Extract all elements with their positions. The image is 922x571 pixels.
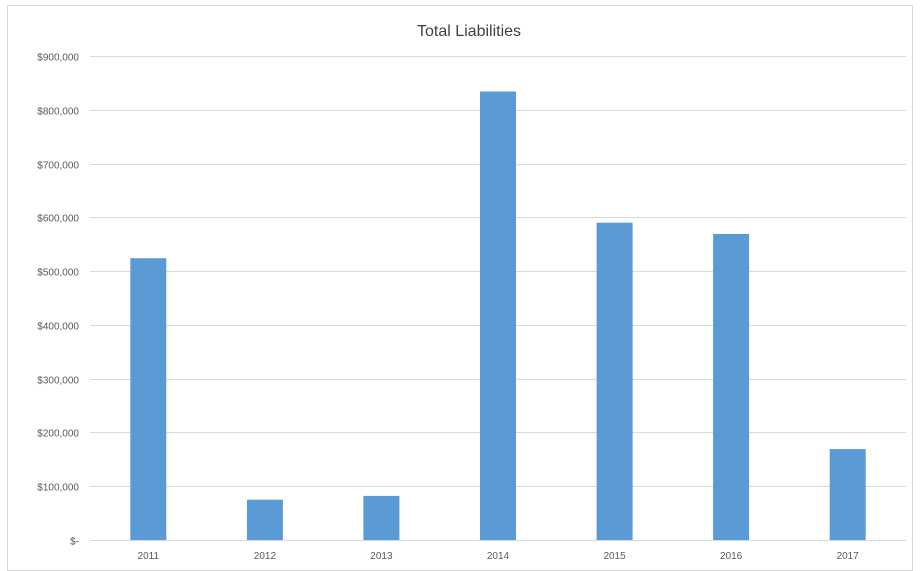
x-tick-label: 2015 xyxy=(603,551,626,562)
y-tick-label: $500,000 xyxy=(37,268,79,279)
chart-title: Total Liabilities xyxy=(417,23,521,40)
bar-2017 xyxy=(829,449,866,540)
x-tick-label: 2012 xyxy=(254,551,277,562)
y-axis-tick-labels: $- $100,000 $200,000 $300,000 $400,000 $500,0… xyxy=(37,53,79,548)
bar-2016 xyxy=(713,234,750,540)
x-tick-label: 2013 xyxy=(370,551,393,562)
y-tick-label: $600,000 xyxy=(37,214,79,225)
y-tick-label: $700,000 xyxy=(37,161,79,172)
bar-2013 xyxy=(363,495,400,540)
x-tick-label: 2017 xyxy=(837,551,860,562)
y-tick-label: $400,000 xyxy=(37,322,79,333)
bar-2011 xyxy=(130,258,167,540)
y-tick-label: $300,000 xyxy=(37,376,79,387)
x-tick-label: 2014 xyxy=(487,551,510,562)
bars xyxy=(130,91,866,540)
y-tick-label: $800,000 xyxy=(37,107,79,118)
bar-2012 xyxy=(246,499,283,540)
bar-2014 xyxy=(480,91,516,540)
x-tick-label: 2016 xyxy=(720,551,743,562)
x-tick-label: 2011 xyxy=(138,551,160,562)
y-tick-label: $100,000 xyxy=(37,483,79,494)
bar-2015 xyxy=(596,222,633,540)
y-tick-label: $- xyxy=(70,537,79,548)
y-tick-label: $200,000 xyxy=(37,429,79,440)
x-axis-tick-labels: 2011 2012 2013 2014 2015 2016 2017 xyxy=(138,551,860,562)
y-tick-label: $900,000 xyxy=(37,53,79,64)
